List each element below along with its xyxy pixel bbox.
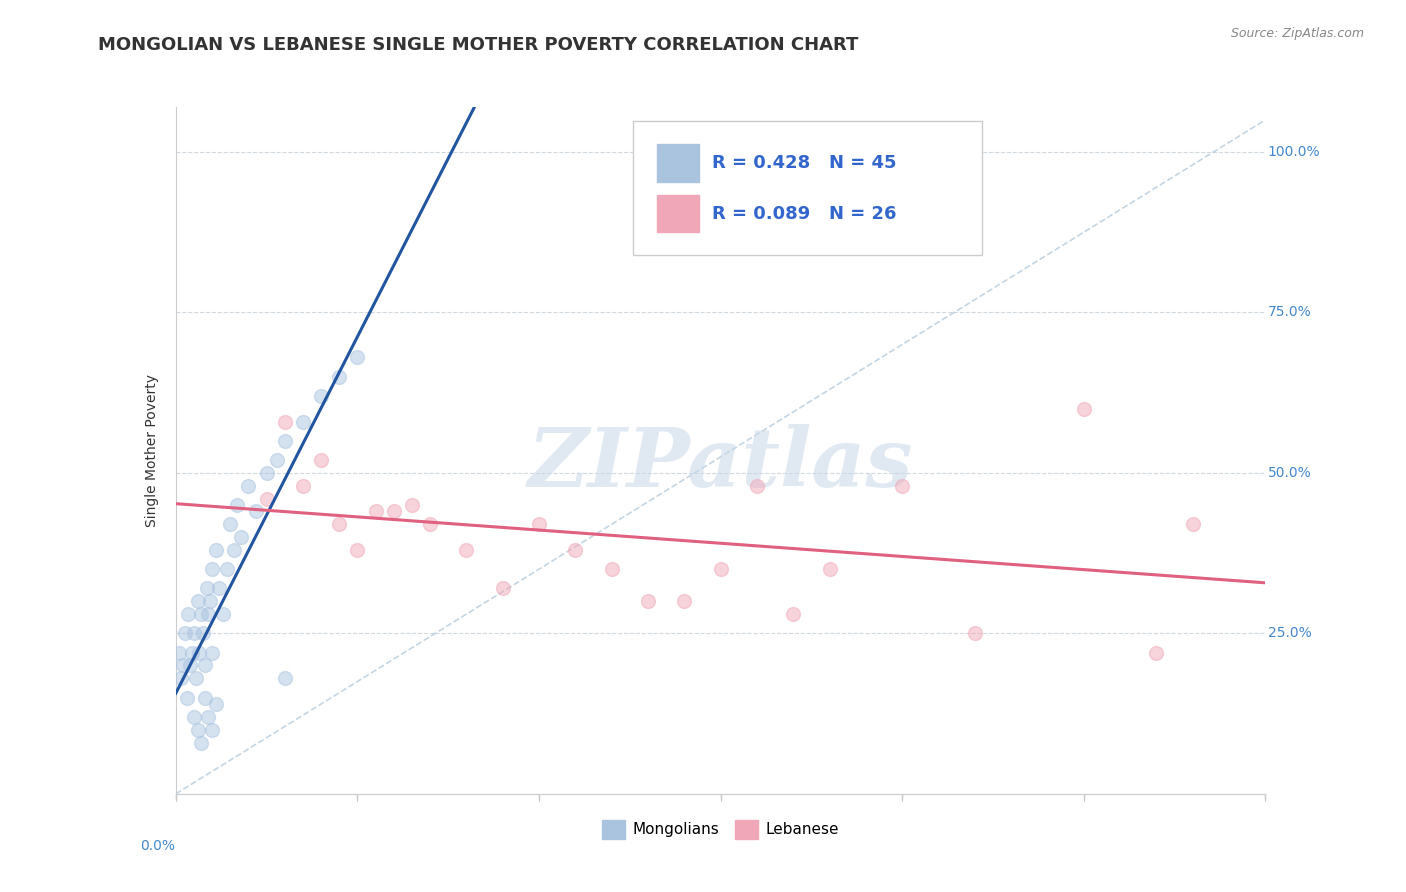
Point <box>1181 517 1204 532</box>
Point <box>219 517 242 532</box>
Point <box>212 607 235 622</box>
Text: 75.0%: 75.0% <box>1268 305 1312 319</box>
Text: 25.0%: 25.0% <box>1268 626 1312 640</box>
Point <box>527 517 550 532</box>
Point <box>309 389 332 403</box>
Point <box>186 594 209 608</box>
Point <box>188 646 211 660</box>
Point <box>222 543 245 558</box>
Point <box>564 543 586 558</box>
Text: 0.0%: 0.0% <box>139 838 174 853</box>
FancyBboxPatch shape <box>633 120 981 255</box>
Point <box>173 626 195 640</box>
Point <box>745 479 768 493</box>
Point <box>208 582 231 596</box>
Point <box>891 479 914 493</box>
Point <box>309 453 332 467</box>
Point <box>673 594 696 608</box>
Point <box>215 562 238 576</box>
Point <box>200 594 222 608</box>
Point <box>1073 401 1095 416</box>
Point <box>169 646 191 660</box>
Text: ZIPatlas: ZIPatlas <box>527 425 914 504</box>
Point <box>401 498 423 512</box>
Point <box>176 690 198 705</box>
Y-axis label: Single Mother Poverty: Single Mother Poverty <box>145 374 159 527</box>
Point <box>238 479 260 493</box>
Point <box>191 626 214 640</box>
FancyBboxPatch shape <box>658 194 699 233</box>
Point <box>172 658 194 673</box>
Point <box>818 562 841 576</box>
Point <box>170 671 193 685</box>
Point <box>195 582 218 596</box>
Point <box>197 607 219 622</box>
Point <box>194 690 217 705</box>
Point <box>328 517 350 532</box>
Point <box>492 582 515 596</box>
Point <box>291 479 314 493</box>
Point <box>181 646 204 660</box>
Point <box>600 562 623 576</box>
Point <box>266 453 288 467</box>
Point <box>186 723 209 737</box>
Text: Source: ZipAtlas.com: Source: ZipAtlas.com <box>1230 27 1364 40</box>
Point <box>190 735 212 749</box>
Point <box>183 710 205 724</box>
Text: R = 0.428   N = 45: R = 0.428 N = 45 <box>711 154 897 172</box>
Point <box>204 697 226 711</box>
Point <box>201 723 224 737</box>
Point <box>382 504 405 518</box>
Point <box>274 434 297 448</box>
Point <box>183 626 205 640</box>
Text: MONGOLIAN VS LEBANESE SINGLE MOTHER POVERTY CORRELATION CHART: MONGOLIAN VS LEBANESE SINGLE MOTHER POVE… <box>98 36 859 54</box>
Point <box>963 626 986 640</box>
Point <box>346 543 368 558</box>
Point <box>179 658 201 673</box>
Point <box>256 466 278 480</box>
Point <box>637 594 659 608</box>
Point <box>226 498 249 512</box>
Point <box>291 415 314 429</box>
Point <box>245 504 267 518</box>
Point <box>1146 646 1168 660</box>
Point <box>177 607 200 622</box>
Point <box>419 517 441 532</box>
Point <box>328 369 350 384</box>
Point <box>197 710 219 724</box>
Point <box>201 562 224 576</box>
Point <box>782 607 804 622</box>
Text: 50.0%: 50.0% <box>1268 466 1312 480</box>
Point <box>456 543 478 558</box>
Point <box>710 562 733 576</box>
Text: 100.0%: 100.0% <box>1268 145 1320 159</box>
Point <box>194 658 217 673</box>
Point <box>364 504 387 518</box>
Text: R = 0.089   N = 26: R = 0.089 N = 26 <box>711 204 897 222</box>
Point <box>231 530 253 544</box>
FancyBboxPatch shape <box>658 145 699 182</box>
Point <box>274 415 297 429</box>
Point <box>204 543 226 558</box>
Point <box>190 607 212 622</box>
Point <box>201 646 224 660</box>
Point <box>184 671 207 685</box>
Point <box>346 351 368 365</box>
Point <box>256 491 278 506</box>
Point <box>274 671 297 685</box>
Legend: Mongolians, Lebanese: Mongolians, Lebanese <box>596 814 845 845</box>
